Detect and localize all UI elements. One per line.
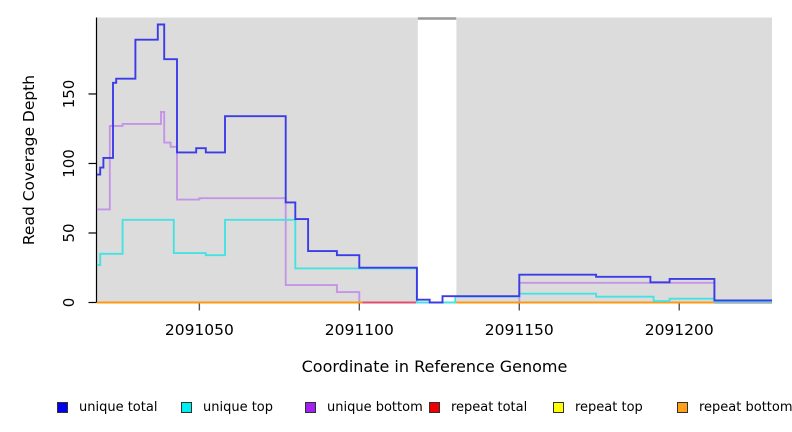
unique-top-swatch-icon <box>181 401 192 413</box>
repeat-top-swatch-icon <box>553 401 564 413</box>
x-tick-label: 2091200 <box>645 321 714 339</box>
x-tick-label: 2091050 <box>165 321 234 339</box>
legend-label: repeat total <box>451 399 528 415</box>
legend-label: unique bottom <box>327 399 423 415</box>
x-tick-label: 2091150 <box>485 321 554 339</box>
repeat-bottom-swatch-icon <box>677 401 688 413</box>
legend-item-unique-total: unique total <box>57 398 157 416</box>
x-axis-title: Coordinate in Reference Genome <box>302 357 568 376</box>
unique-bottom-swatch-icon <box>305 401 316 413</box>
legend-label: unique total <box>79 399 158 415</box>
legend-item-repeat-bottom: repeat bottom <box>677 398 792 416</box>
gap-band <box>417 17 457 303</box>
coverage-plot: 0 50 100 150 2091050 2091100 2091150 2091200 Coo… <box>20 17 772 376</box>
y-tick-label: 50 <box>60 223 78 242</box>
legend-label: unique top <box>203 399 274 415</box>
legend: unique total unique top unique bottom re… <box>0 398 792 420</box>
y-tick-label: 150 <box>60 80 78 109</box>
legend-label: repeat bottom <box>699 399 792 415</box>
legend-item-unique-bottom: unique bottom <box>305 398 423 416</box>
y-tick-label: 0 <box>60 298 78 308</box>
legend-item-repeat-top: repeat top <box>553 398 643 416</box>
x-tick-label: 2091100 <box>325 321 394 339</box>
plot-background <box>97 17 418 303</box>
y-axis-title: Read Coverage Depth <box>20 75 38 245</box>
repeat-total-swatch-icon <box>429 401 440 413</box>
series-line-unique-total <box>97 23 772 304</box>
legend-item-repeat-total: repeat total <box>429 398 527 416</box>
legend-item-unique-top: unique top <box>181 398 273 416</box>
legend-label: repeat top <box>575 399 643 415</box>
y-tick-label: 100 <box>60 149 78 178</box>
plot-background <box>456 17 772 303</box>
unique-total-swatch-icon <box>57 401 68 413</box>
